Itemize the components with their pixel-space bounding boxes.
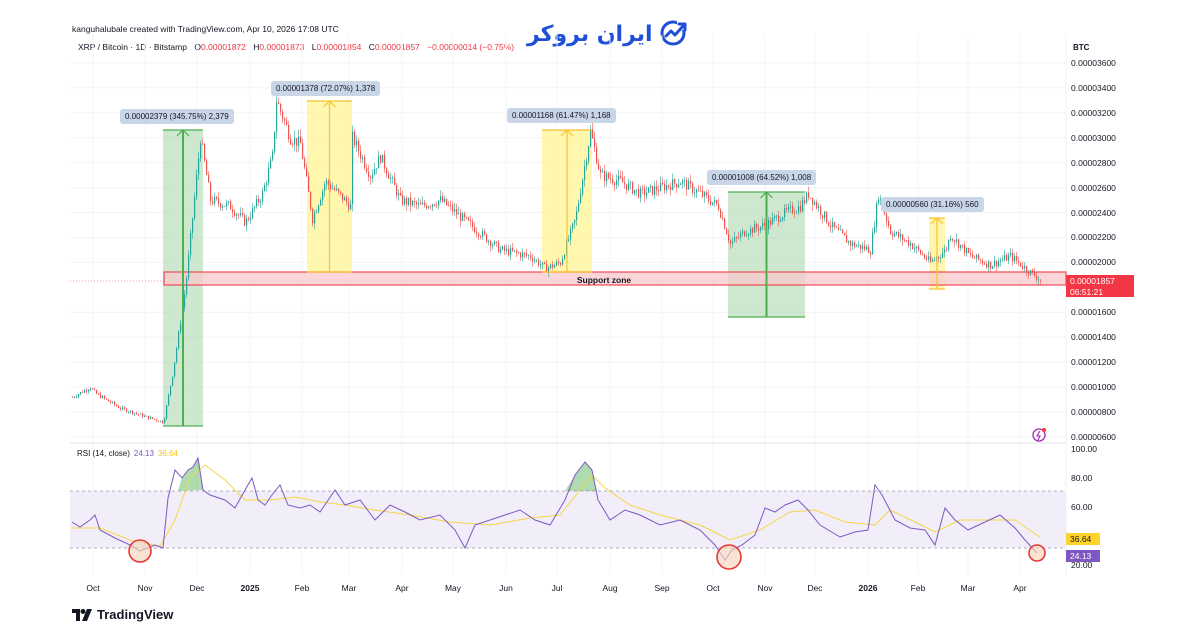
time-tick: Feb [294,583,310,593]
measure-boxes [163,101,945,426]
high-label: H [253,42,260,52]
rsi-value: 24.13 [133,449,154,458]
price-tick: 0.00000800 [1071,407,1116,418]
time-tick: 2025 [240,583,260,593]
time-tick: Nov [137,583,153,593]
open-value: 0.00001872 [200,42,246,52]
rsi-ma-value: 36.64 [157,449,178,458]
symbol-name[interactable]: XRP / Bitcoin · 1D · Bitstamp [78,42,187,52]
oversold-circles [128,539,1046,570]
time-tick: Jun [499,583,513,593]
lightning-alert-icon[interactable] [1032,428,1046,442]
tradingview-logo-text: TradingView [97,607,174,622]
high-value: 0.00001873 [259,42,305,52]
rsi-tick: 60.00 [1071,502,1093,513]
price-tick: 0.00003600 [1071,57,1116,68]
measure-arrows [163,100,945,427]
rsi-ma-tag: 36.64 [1066,533,1100,545]
low-label: L [311,42,317,52]
rsi-title[interactable]: RSI (14, close) [77,449,130,458]
last-price-value: 0.00001857 [1070,276,1115,286]
bar-countdown: 06:51:21 [1070,286,1104,297]
price-tick: 0.00001000 [1071,382,1116,393]
author-credit: kanguhalubale created with TradingView.c… [72,24,339,34]
time-tick: Nov [757,583,773,593]
price-tick: 0.00001200 [1071,357,1116,368]
time-tick: Apr [1013,583,1027,593]
time-tick: Oct [706,583,720,593]
measure-callout[interactable]: 0.00001168 (61.47%) 1,168 [507,108,616,123]
price-tick: 0.00003000 [1071,132,1116,143]
price-tick: 0.00000600 [1071,432,1116,442]
close-value: 0.00001857 [374,42,420,52]
rsi-pane [70,456,1066,570]
time-tick: May [444,583,462,593]
rsi-value-tag: 24.13 [1066,550,1100,562]
trend-up-logo-icon [659,18,689,51]
measure-callout[interactable]: 0.00001008 (64.52%) 1,008 [707,170,817,185]
time-tick: Dec [807,583,823,593]
time-tick: Oct [86,583,100,593]
price-tick: 0.00001600 [1071,307,1116,318]
rsi-band-background [70,491,1066,548]
time-tick: Jul [551,583,563,593]
price-tick: 0.00003200 [1071,107,1116,118]
measure-callout[interactable]: 0.00002379 (345.75%) 2,379 [120,109,234,124]
rsi-line [71,456,1038,561]
support-zone [70,271,1067,286]
tradingview-logo-icon [72,608,92,621]
brand-name: ایران بروکر [527,22,653,47]
close-label: C [368,42,375,52]
price-tick: 0.00002400 [1071,207,1116,218]
rsi-tick: 100.00 [1071,444,1097,454]
support-zone-label: Support zone [576,275,632,285]
change-value: −0.00000014 (−0.75%) [427,42,515,52]
time-tick: Mar [960,583,976,593]
measure-callout[interactable]: 0.00001378 (72.07%) 1,378 [271,81,381,96]
tradingview-logo[interactable]: TradingView [72,607,173,622]
rsi-tick: 80.00 [1071,473,1093,484]
price-tick: 0.00002200 [1071,232,1116,243]
time-tick: Mar [341,583,357,593]
open-label: O [194,42,201,52]
measure-callout[interactable]: 0.00000560 (31.16%) 560 [881,197,984,212]
time-tick: Feb [910,583,926,593]
last-price-tag: 0.00001857 06:51:21 [1066,275,1134,297]
time-tick: 2026 [858,583,878,593]
price-tick: 0.00002000 [1071,257,1116,268]
price-tick: 0.00001400 [1071,332,1116,343]
time-tick: Apr [395,583,409,593]
time-tick: Dec [189,583,205,593]
rsi-legend: RSI (14, close) 24.13 36.64 [77,449,178,458]
time-tick: Sep [654,583,670,593]
price-tick: 0.00003400 [1071,82,1116,93]
low-value: 0.00001854 [316,42,362,52]
price-axis-unit[interactable]: BTC [1073,43,1090,52]
brand-watermark: ایران بروکر [527,18,689,51]
rsi-overbought-fill [178,458,597,491]
symbol-legend: XRP / Bitcoin · 1D · Bitstamp O0.0000187… [78,42,514,52]
rsi-ma-line [72,464,1041,547]
price-tick: 0.00002800 [1071,157,1116,168]
price-tick: 0.00002600 [1071,182,1116,193]
rsi-tick: 20.00 [1071,560,1093,571]
time-tick: Aug [602,583,618,593]
